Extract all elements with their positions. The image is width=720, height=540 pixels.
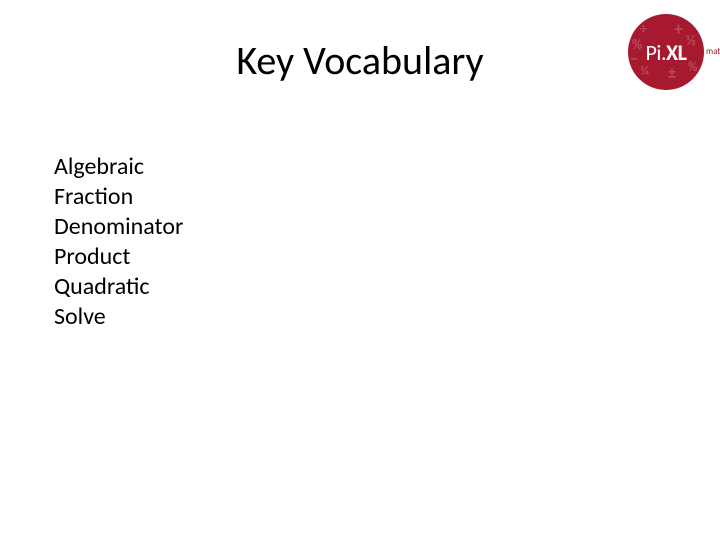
logo-symbol-icon: − xyxy=(630,50,638,69)
pixl-logo-pre: Pi. xyxy=(646,39,666,66)
pixl-logo-text: Pi.XL xyxy=(646,39,687,66)
vocab-item: Fraction xyxy=(54,182,183,212)
vocab-list: Algebraic Fraction Denominator Product Q… xyxy=(54,152,183,332)
vocab-item: Algebraic xyxy=(54,152,183,182)
vocab-item: Denominator xyxy=(54,212,183,242)
logo-symbol-icon: ¾ xyxy=(640,64,649,79)
vocab-item: Solve xyxy=(54,302,183,332)
pixl-logo: Pi.XL + ÷ % ½ ¾ ± % − maths xyxy=(628,14,704,90)
vocab-item: Product xyxy=(54,242,183,272)
logo-symbol-icon: ± xyxy=(668,64,676,83)
logo-symbol-icon: + xyxy=(674,18,683,40)
pixl-logo-sublabel: maths xyxy=(706,46,720,57)
logo-symbol-icon: ½ xyxy=(686,32,696,49)
pixl-logo-xl: XL xyxy=(666,39,686,66)
vocab-item: Quadratic xyxy=(54,272,183,302)
logo-symbol-icon: % xyxy=(688,60,697,75)
logo-symbol-icon: ÷ xyxy=(640,20,647,37)
pixl-logo-circle: Pi.XL + ÷ % ½ ¾ ± % − xyxy=(628,14,704,90)
slide-title: Key Vocabulary xyxy=(0,36,720,85)
